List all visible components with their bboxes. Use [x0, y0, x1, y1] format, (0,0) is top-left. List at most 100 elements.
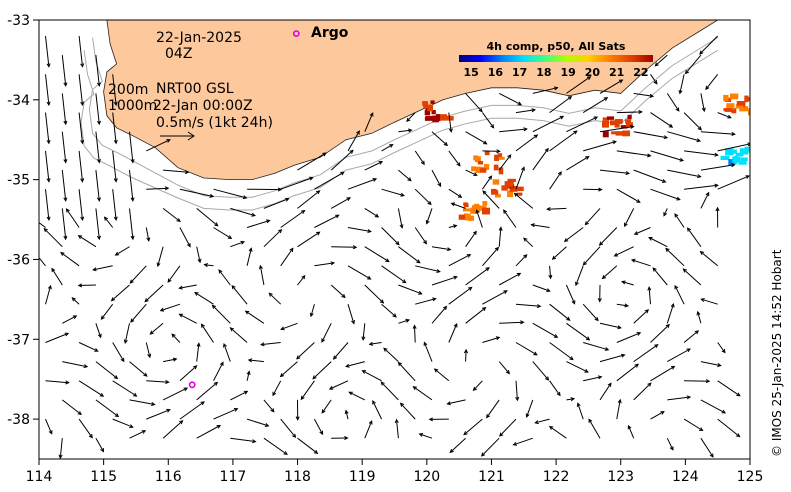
current-arrowhead [309, 312, 314, 318]
current-arrowhead [72, 315, 78, 320]
colorbar-tick-label: 19 [560, 66, 575, 79]
current-arrow [196, 246, 201, 263]
current-arrowhead [96, 120, 101, 126]
current-arrow [280, 210, 305, 228]
current-arrowhead [77, 283, 83, 288]
current-arrow [313, 418, 324, 435]
current-arrow [513, 437, 533, 446]
sst-pixel [507, 178, 516, 182]
current-arrow [700, 251, 719, 267]
current-arrow [481, 437, 500, 457]
sst-pixel [425, 115, 433, 120]
current-arrowhead [425, 220, 430, 225]
current-arrowhead [700, 298, 705, 302]
current-arrow [66, 208, 80, 228]
current-arrowhead [617, 398, 622, 404]
current-arrowhead [179, 420, 184, 425]
current-arrowhead [348, 391, 353, 396]
current-arrow [61, 55, 67, 86]
current-arrowhead [644, 309, 649, 314]
current-arrowhead [100, 447, 105, 453]
sst-pixel [473, 203, 480, 208]
current-arrowhead [394, 418, 399, 424]
colorbar-tick-label: 21 [609, 66, 624, 79]
sst-pixel [463, 203, 469, 208]
current-arrow [129, 399, 155, 405]
current-arrowhead [512, 441, 518, 446]
sst-pixel [748, 108, 750, 116]
current-arrow [666, 93, 680, 112]
current-arrowhead [176, 218, 181, 223]
sst-pixel [494, 154, 500, 161]
current-arrow [314, 214, 339, 228]
current-arrow [62, 361, 88, 368]
current-arrowhead [621, 280, 626, 285]
current-arrow [145, 227, 150, 241]
sst-pixel [602, 131, 609, 138]
current-arrow [146, 380, 169, 383]
current-arrowhead [345, 363, 350, 368]
current-arrow [514, 193, 534, 209]
current-arrow [700, 192, 710, 209]
current-arrow [531, 224, 550, 228]
current-arrowhead [166, 408, 171, 413]
current-arrowhead [503, 290, 508, 294]
current-arrow [364, 284, 384, 304]
current-arrowhead [584, 368, 589, 373]
current-arrow [482, 336, 500, 343]
current-arrowhead [571, 300, 576, 305]
current-arrowhead [309, 176, 314, 181]
current-arrow [213, 227, 232, 239]
current-arrow [179, 188, 214, 197]
current-arrow [683, 418, 703, 431]
date-label: 22-Jan-2025 [156, 30, 242, 46]
current-arrow [575, 265, 584, 286]
current-arrow [62, 315, 77, 324]
current-arrow [717, 175, 750, 190]
current-arrow [465, 169, 478, 176]
colorbar-tick-label: 16 [488, 66, 504, 79]
current-arrowhead [536, 304, 542, 309]
sst-pixel [504, 181, 514, 188]
current-arrow [631, 259, 651, 267]
current-arrow [179, 313, 197, 324]
current-arrow [547, 207, 567, 210]
current-arrowhead [218, 269, 223, 274]
current-arrow [230, 207, 256, 217]
current-arrowhead [678, 89, 683, 95]
current-arrow [297, 275, 306, 286]
current-arrow [213, 362, 224, 382]
current-arrowhead [99, 392, 105, 397]
current-arrowhead [525, 413, 530, 418]
current-arrowhead [598, 187, 603, 192]
current-arrowhead [77, 411, 82, 416]
current-arrowhead [47, 284, 52, 290]
sst-pixel [735, 104, 744, 109]
sst-pixel [610, 120, 619, 126]
current-arrow [515, 303, 541, 307]
current-arrow [523, 237, 534, 248]
current-arrowhead [450, 202, 456, 207]
current-arrow [398, 362, 416, 382]
current-arrowhead [395, 241, 400, 246]
current-arrowhead [420, 160, 425, 166]
current-arrowhead [392, 313, 397, 318]
current-arrowhead [46, 216, 51, 221]
colorbar-ramp [459, 55, 653, 62]
current-arrowhead [246, 370, 251, 376]
current-arrowhead [453, 322, 458, 328]
current-arrow [498, 154, 512, 171]
current-arrow [666, 437, 674, 451]
current-arrow [149, 322, 164, 335]
sst-pixel [730, 93, 739, 100]
x-tick-label: 114 [26, 469, 53, 485]
sst-pixel [611, 131, 619, 135]
current-arrow [45, 150, 50, 182]
current-arrow [582, 97, 608, 114]
current-arrow [667, 131, 701, 142]
current-arrowhead [534, 420, 539, 425]
scale-label: 0.5m/s (1kt 24h) [156, 115, 273, 131]
current-arrow [566, 116, 598, 133]
current-arrow [160, 303, 181, 312]
